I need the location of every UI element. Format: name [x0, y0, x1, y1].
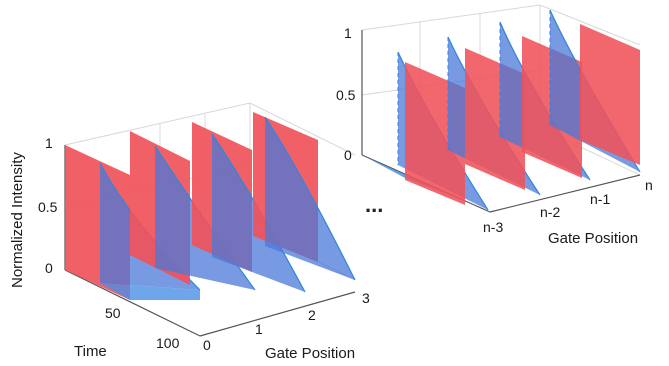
- left-time-axis-label: Time: [74, 343, 107, 360]
- left-gate-tick: 1: [255, 321, 263, 337]
- right-gate-axis-label: Gate Position: [548, 230, 638, 247]
- right-y-tick: 0: [344, 147, 352, 163]
- right-gate-tick: n-3: [483, 219, 503, 235]
- left-gate-tick: 2: [308, 307, 316, 323]
- right-y-tick: 1: [344, 25, 352, 41]
- left-gate-tick: 3: [362, 290, 370, 306]
- left-y-tick: 1: [45, 135, 53, 151]
- left-gate-tick: 0: [203, 337, 211, 353]
- left-y-tick: 0.5: [38, 199, 58, 215]
- left-y-tick: 0: [45, 260, 53, 276]
- right-gate-n: [549, 9, 641, 173]
- left-gate-3: [253, 112, 356, 281]
- right-y-tick: 0.5: [336, 87, 356, 103]
- left-y-axis-label: Normalized Intensity: [9, 152, 26, 288]
- left-panel: Normalized Intensity 1 0.5 0 50 100 Time…: [9, 102, 370, 362]
- right-gate-tick: n-1: [590, 191, 610, 207]
- right-gate-tick: n: [645, 177, 653, 193]
- ellipsis: ...: [365, 192, 383, 217]
- left-time-tick: 50: [105, 305, 121, 321]
- left-gate-axis-label: Gate Position: [265, 345, 355, 362]
- left-time-tick: 100: [156, 335, 180, 351]
- right-gate-tick: n-2: [540, 204, 560, 220]
- right-panel: 1 0.5 0 n-3 n-2 n-1 n Gate Position: [336, 4, 653, 247]
